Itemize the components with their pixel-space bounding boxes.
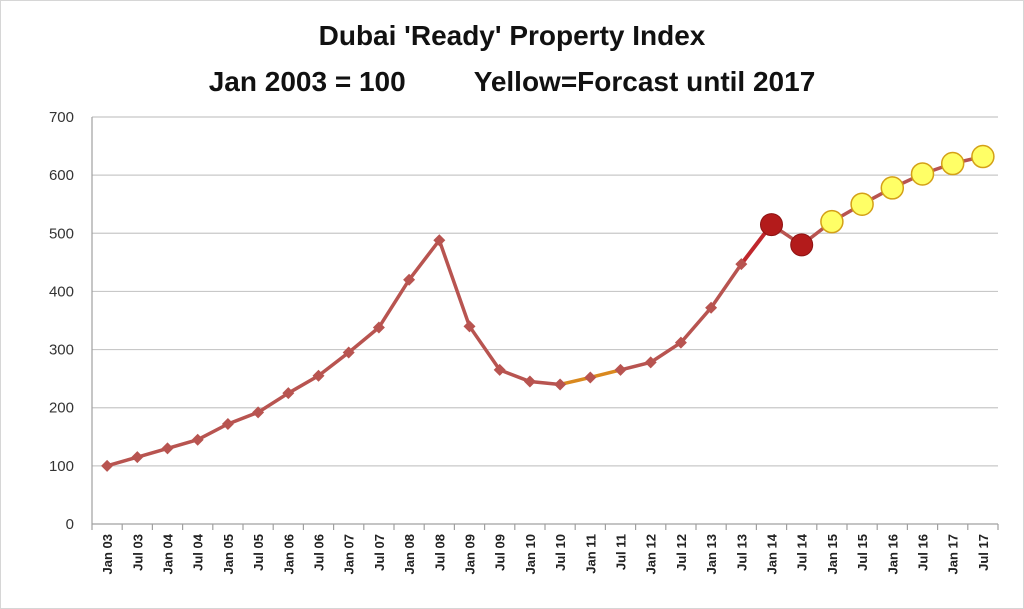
data-point xyxy=(463,320,476,333)
data-point xyxy=(735,258,748,271)
x-tick-label: Jan 04 xyxy=(161,533,176,574)
data-point xyxy=(252,406,265,419)
x-tick-label: Jul 14 xyxy=(795,533,810,571)
chart-title: Dubai 'Ready' Property Index xyxy=(318,20,706,51)
data-point xyxy=(584,371,597,384)
x-tick-label: Jul 03 xyxy=(130,534,145,571)
chart-subtitle: Jan 2003 = 100 Yellow=Forcast until 2017 xyxy=(0,66,1024,98)
x-tick-label: Jan 06 xyxy=(281,534,296,574)
forecast-point xyxy=(850,192,874,216)
data-point xyxy=(614,363,627,376)
data-point xyxy=(403,273,416,286)
series-line-segment xyxy=(256,391,291,415)
series-line-segment xyxy=(316,350,351,378)
y-tick-label: 200 xyxy=(49,400,74,417)
x-tick-label: Jul 17 xyxy=(976,534,991,571)
series-line-segment xyxy=(588,368,623,380)
x-tick-label: Jan 12 xyxy=(644,534,659,574)
x-tick-label: Jul 09 xyxy=(493,534,508,571)
x-tick-label: Jan 03 xyxy=(100,534,115,574)
highlight-point xyxy=(790,233,814,257)
x-tick-label: Jan 11 xyxy=(583,534,598,574)
data-point xyxy=(282,387,295,400)
x-tick-label: Jan 16 xyxy=(885,534,900,574)
series-line-segment xyxy=(105,455,140,468)
series-line-segment xyxy=(346,325,381,355)
series-line-segment xyxy=(618,360,653,372)
data-point xyxy=(342,346,355,359)
series-line-segment xyxy=(648,340,683,365)
x-tick-label: Jan 14 xyxy=(765,533,780,574)
y-tick-label: 100 xyxy=(49,458,74,475)
x-tick-label: Jul 15 xyxy=(855,534,870,571)
series-line-segment xyxy=(226,410,260,426)
y-tick-label: 600 xyxy=(49,167,74,184)
x-tick-label: Jul 10 xyxy=(553,534,568,571)
x-tick-label: Jan 09 xyxy=(463,534,478,574)
x-tick-label: Jul 08 xyxy=(432,534,447,571)
y-tick-label: 500 xyxy=(49,225,74,242)
x-tick-label: Jan 13 xyxy=(704,534,719,574)
x-tick-label: Jan 05 xyxy=(221,534,236,574)
subtitle-base-note: Jan 2003 = 100 xyxy=(208,66,406,97)
series-line-segment xyxy=(467,324,502,372)
series-line-segment xyxy=(437,238,472,329)
x-tick-label: Jul 11 xyxy=(614,534,629,570)
x-tick-label: Jan 07 xyxy=(342,534,357,574)
data-point xyxy=(161,442,174,455)
series-line-segment xyxy=(679,305,713,345)
series-line-segment xyxy=(195,422,230,442)
data-point xyxy=(221,417,234,430)
forecast-point xyxy=(910,162,935,186)
data-point xyxy=(312,369,325,382)
x-tick-label: Jul 05 xyxy=(251,534,266,571)
data-point xyxy=(644,356,657,369)
x-tick-label: Jul 12 xyxy=(674,534,689,571)
data-point xyxy=(705,301,718,314)
series-line-segment xyxy=(286,373,321,395)
x-tick-label: Jan 17 xyxy=(946,534,961,574)
series-line-segment xyxy=(407,238,442,282)
series-line-segment xyxy=(377,278,411,330)
data-point xyxy=(523,375,536,388)
forecast-point xyxy=(940,151,965,176)
forecast-point xyxy=(971,144,995,169)
y-tick-label: 0 xyxy=(66,516,74,533)
data-point xyxy=(493,363,506,376)
x-tick-label: Jul 04 xyxy=(191,533,206,571)
data-point xyxy=(372,321,385,334)
x-tick-label: Jan 10 xyxy=(523,534,538,574)
highlight-point xyxy=(760,213,783,237)
x-tick-label: Jul 07 xyxy=(372,534,387,571)
y-tick-label: 700 xyxy=(49,109,74,126)
x-tick-label: Jul 06 xyxy=(312,534,327,571)
x-tick-label: Jan 15 xyxy=(825,534,840,574)
data-point xyxy=(554,378,567,391)
y-tick-label: 300 xyxy=(49,342,74,359)
forecast-point xyxy=(880,176,905,200)
x-tick-label: Jul 13 xyxy=(734,534,749,571)
subtitle-forecast-note: Yellow=Forcast until 2017 xyxy=(473,66,816,97)
series-line-segment xyxy=(709,262,744,310)
y-tick-label: 400 xyxy=(49,283,74,300)
data-point xyxy=(433,234,446,247)
data-point xyxy=(191,433,204,446)
forecast-point xyxy=(820,209,844,234)
series-line-segment xyxy=(497,368,532,384)
series-line-segment xyxy=(165,437,200,451)
x-tick-label: Jul 16 xyxy=(916,534,931,571)
series-line-segment xyxy=(135,446,170,459)
x-tick-label: Jan 08 xyxy=(402,534,417,574)
data-point xyxy=(674,336,687,349)
data-point xyxy=(131,451,144,464)
data-point xyxy=(101,459,114,472)
series-line-segment xyxy=(558,375,593,387)
